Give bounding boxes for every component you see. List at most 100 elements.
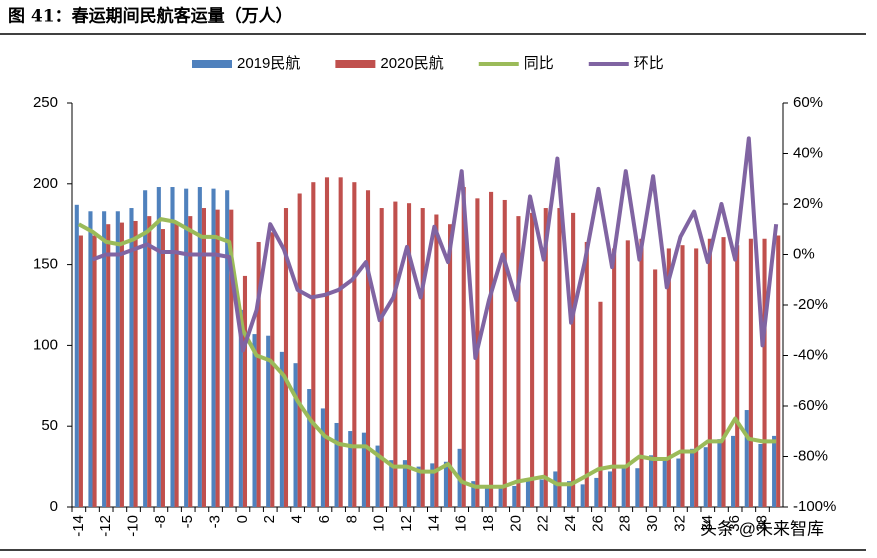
bar: [594, 477, 599, 507]
bar: [516, 216, 521, 507]
bar: [649, 455, 654, 507]
bar: [662, 458, 667, 507]
bar: [119, 222, 124, 508]
x-tick-label: 22: [535, 515, 552, 532]
bar: [694, 248, 699, 507]
legend-swatch: [192, 60, 232, 68]
bar: [115, 211, 120, 507]
bar: [133, 220, 138, 507]
bar: [256, 241, 261, 507]
bar: [639, 238, 644, 507]
bar: [676, 458, 681, 507]
y-tick-label: 200: [33, 175, 58, 192]
bar: [311, 182, 316, 507]
bar: [266, 335, 271, 507]
bar: [160, 229, 165, 507]
bar: [557, 208, 562, 508]
x-tick-label: 26: [589, 515, 606, 532]
bar: [635, 468, 640, 507]
bar: [580, 484, 585, 507]
bar: [406, 203, 412, 507]
bar: [88, 211, 93, 507]
chart-title: 图 41：春运期间民航客运量（万人）: [8, 6, 293, 27]
bar: [744, 410, 749, 507]
bar: [748, 238, 753, 507]
bar: [530, 212, 535, 507]
legend-label: 同比: [524, 55, 554, 72]
bar: [612, 248, 617, 507]
bar: [320, 408, 325, 507]
legend-label: 2020民航: [380, 55, 443, 72]
x-tick-label: -14: [70, 515, 87, 537]
x-tick-label: -10: [124, 515, 141, 537]
legend-label: 2019民航: [237, 55, 300, 72]
bar: [703, 447, 708, 507]
bar: [443, 461, 449, 507]
y-tick-label: 250: [33, 94, 58, 111]
x-tick-label: 20: [507, 515, 524, 532]
bar: [393, 201, 398, 508]
bar: [74, 204, 79, 508]
bar: [361, 432, 366, 507]
bar: [653, 269, 658, 507]
y2-tick-label: 0%: [793, 245, 815, 262]
bar: [762, 238, 767, 507]
bar: [92, 235, 97, 507]
bar: [571, 212, 576, 507]
legend-swatch: [335, 60, 376, 68]
bar: [502, 199, 507, 507]
bar: [348, 431, 353, 507]
bar: [375, 445, 380, 507]
bar: [625, 240, 630, 508]
bar: [252, 334, 257, 507]
bar: [106, 224, 111, 507]
bar: [402, 460, 407, 507]
bar: [484, 487, 490, 507]
bar: [238, 309, 243, 507]
bar: [242, 275, 248, 507]
y2-tick-label: -60%: [793, 397, 828, 414]
bar: [707, 238, 712, 507]
bar: [147, 216, 152, 507]
bar: [129, 208, 134, 508]
x-tick-label: 0: [234, 515, 251, 523]
line-series: [77, 217, 777, 489]
bar: [379, 208, 384, 508]
y2-tick-label: -100%: [793, 498, 836, 515]
bar: [170, 187, 175, 508]
line-series: [91, 136, 779, 361]
x-tick-label: 6: [316, 515, 333, 523]
y2-tick-label: -40%: [793, 346, 828, 363]
x-tick-label: 32: [671, 515, 688, 532]
bar: [607, 471, 613, 507]
bar: [598, 301, 603, 507]
bar: [156, 187, 161, 508]
bar: [543, 208, 548, 508]
bar: [297, 193, 302, 507]
x-tick-label: -8: [152, 515, 169, 528]
x-tick-label: 34: [699, 515, 716, 532]
y-tick-label: 0: [50, 498, 58, 515]
x-tick-label: 2: [261, 515, 278, 523]
bar: [731, 435, 736, 507]
bar: [448, 224, 453, 507]
bar: [78, 235, 83, 507]
bar: [434, 214, 439, 507]
bar: [721, 237, 726, 508]
bar: [666, 248, 671, 507]
bar: [420, 208, 425, 508]
bar: [338, 177, 343, 507]
bar: [279, 351, 284, 507]
bar: [229, 209, 234, 507]
x-tick-label: 12: [398, 515, 415, 532]
x-tick-label: 38: [753, 515, 770, 532]
bar: [553, 471, 558, 507]
bar: [270, 232, 275, 507]
x-tick-label: -12: [97, 515, 114, 537]
bar: [324, 177, 330, 507]
bar: [307, 389, 312, 507]
x-tick-label: 18: [480, 515, 497, 532]
bar: [188, 216, 193, 507]
bar: [201, 208, 206, 508]
